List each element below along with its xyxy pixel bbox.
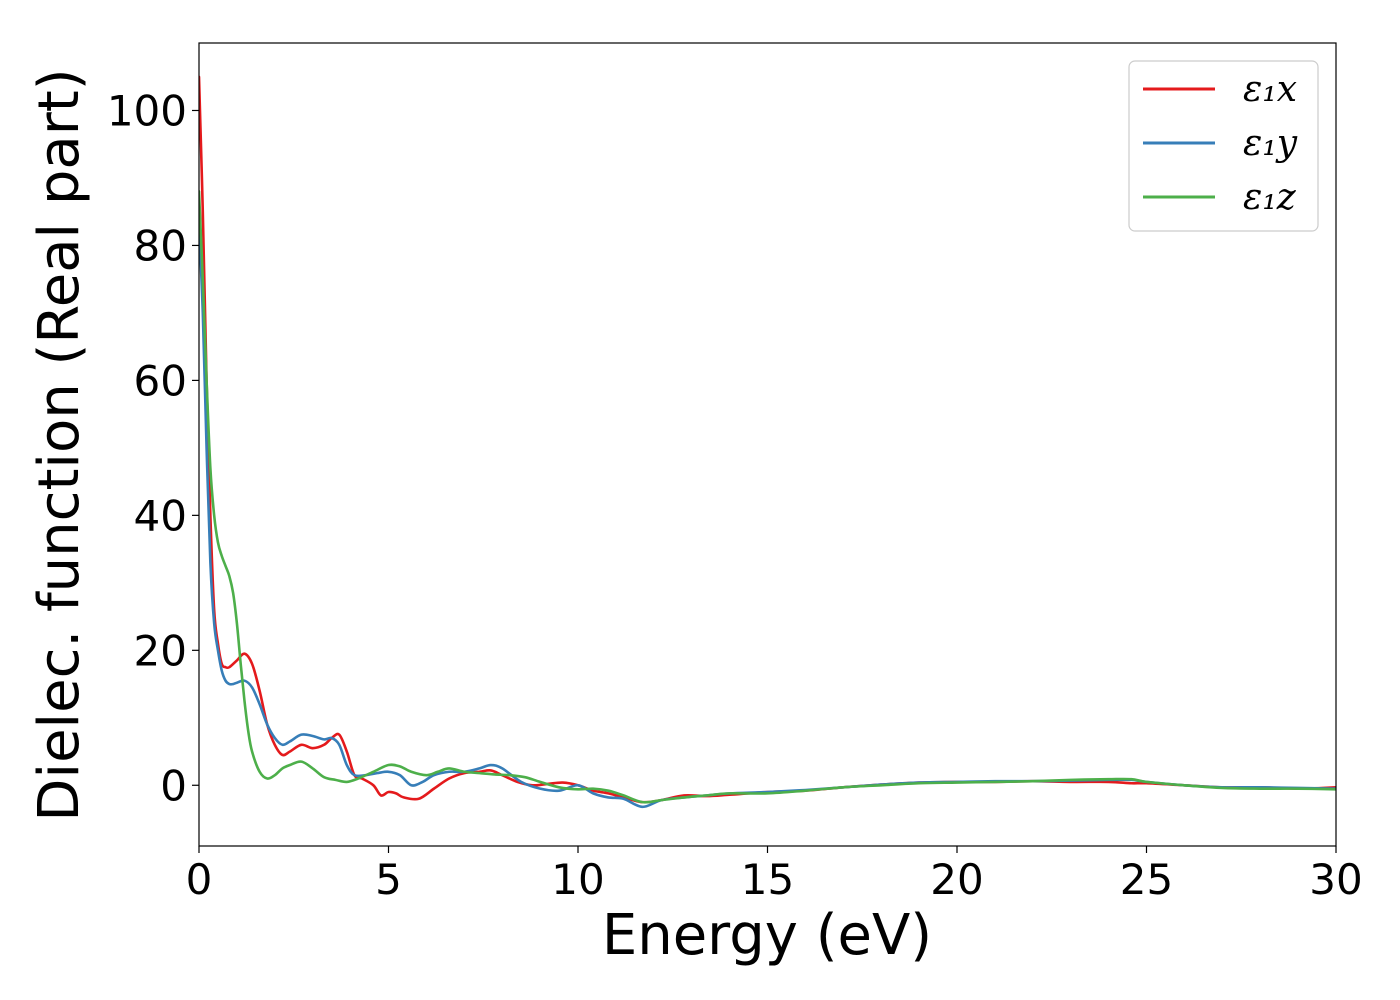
legend-label-2: ε₁z [1243,177,1297,218]
x-tick-label: 5 [375,855,402,904]
x-tick-label: 30 [1309,855,1362,904]
series-layer [199,75,1336,809]
y-tick-label: 100 [107,86,187,135]
y-ticks: 0 20 40 60 80 100 [107,86,199,810]
legend-box [1128,60,1319,232]
y-tick-label: 80 [134,221,187,270]
x-tick-label: 0 [186,855,213,904]
series-line-2 [199,190,1336,804]
y-tick-label: 40 [134,491,187,540]
y-tick-label: 0 [160,761,187,810]
x-tick-label: 25 [1120,855,1173,904]
x-tick-label: 10 [551,855,604,904]
x-axis-title: Energy (eV) [602,903,932,968]
x-tick-label: 20 [930,855,983,904]
x-tick-label: 15 [741,855,794,904]
y-axis-title: Dielec. function (Real part) [27,68,92,821]
x-ticks: 0 5 10 15 20 25 30 [186,846,1363,904]
legend-label-0: ε₁x [1243,69,1297,110]
y-tick-label: 60 [134,356,187,405]
legend-label-1: ε₁y [1243,123,1298,164]
y-tick-label: 20 [134,626,187,675]
series-line-1 [199,223,1336,809]
legend: ε₁x ε₁y ε₁z [1128,60,1319,232]
